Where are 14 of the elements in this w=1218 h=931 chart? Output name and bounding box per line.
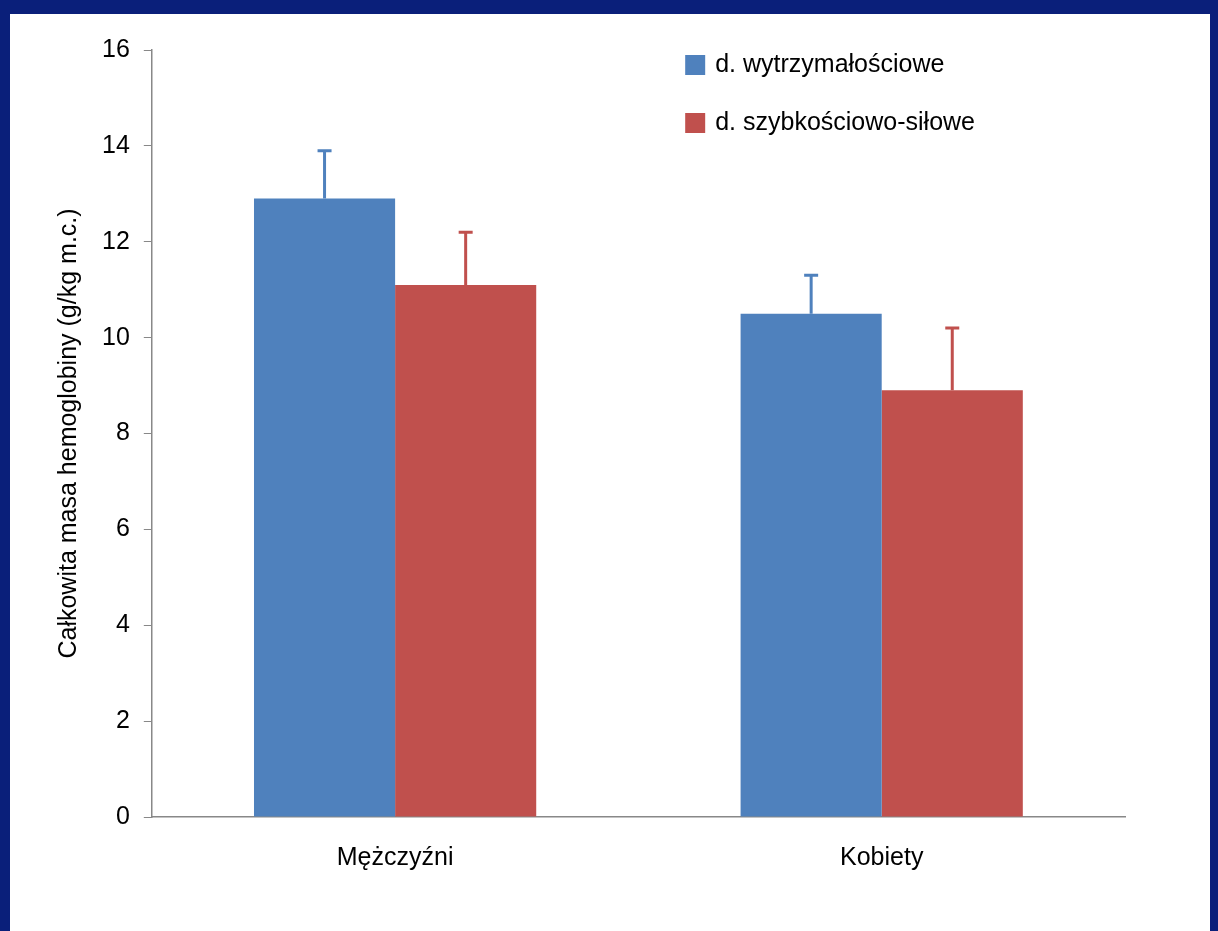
legend-label: d. wytrzymałościowe — [715, 48, 945, 77]
y-axis-title: Całkowita masa hemoglobiny (g/kg m.c.) — [52, 208, 81, 659]
y-tick-label: 16 — [102, 33, 130, 62]
x-tick-label: Mężczyźni — [336, 841, 454, 870]
y-tick-label: 2 — [115, 705, 130, 734]
y-tick-label: 4 — [115, 609, 130, 638]
y-tick-label: 8 — [115, 417, 130, 446]
legend-label: d. szybkościowo-siłowe — [715, 106, 976, 135]
y-tick-label: 0 — [115, 800, 130, 829]
y-tick-label: 6 — [115, 513, 130, 542]
x-tick-label: Kobiety — [840, 841, 924, 870]
y-tick-label: 14 — [102, 129, 130, 158]
y-tick-label: 12 — [102, 225, 130, 254]
y-tick-label: 10 — [102, 321, 130, 350]
